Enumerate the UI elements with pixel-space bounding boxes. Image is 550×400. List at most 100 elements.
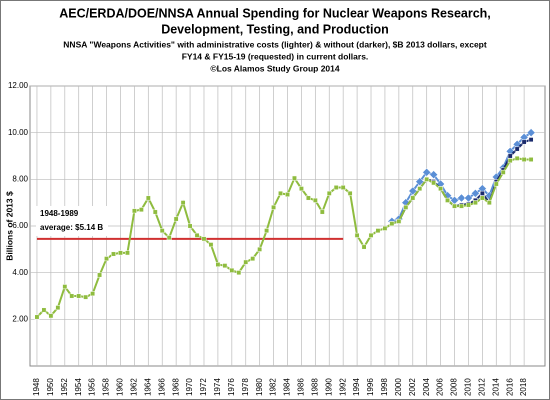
point (111, 251, 116, 257)
x-tick-label: 1976 (227, 378, 236, 396)
x-tick-label: 1986 (297, 378, 306, 396)
x-tick-label: 1984 (283, 378, 292, 396)
point (479, 190, 485, 196)
point (445, 197, 451, 203)
point (389, 221, 395, 227)
point (180, 200, 186, 206)
subtitle: ©Los Alamos Study Group 2014 (210, 63, 339, 73)
point (408, 186, 418, 196)
x-tick-label: 2006 (436, 378, 445, 396)
x-tick-label: 1954 (74, 378, 83, 396)
point (312, 197, 318, 203)
subtitle: FY14 & FY15-19 (requested) in current do… (182, 51, 369, 61)
x-tick-label: 2016 (505, 378, 514, 396)
point (431, 180, 437, 186)
point (319, 209, 325, 215)
point (465, 202, 471, 208)
x-tick-label: 2008 (450, 378, 459, 396)
point (361, 244, 367, 250)
point (514, 155, 520, 161)
point (507, 158, 513, 164)
point (396, 218, 402, 224)
x-tick-label: 2012 (477, 378, 486, 396)
point (159, 228, 165, 234)
point (222, 263, 228, 269)
x-tick-label: 2018 (519, 378, 528, 396)
x-tick-label: 2000 (394, 378, 403, 396)
point (208, 242, 214, 248)
point (375, 228, 381, 234)
point (410, 195, 416, 201)
point (83, 294, 89, 300)
point (62, 284, 68, 290)
x-tick-label: 1980 (255, 378, 264, 396)
point (471, 188, 480, 198)
x-tick-label: 1960 (116, 378, 125, 396)
x-tick-label: 1972 (199, 378, 208, 396)
point (347, 190, 353, 196)
point (215, 262, 221, 267)
point (285, 192, 290, 197)
point (528, 157, 534, 162)
y-tick-label: 6.00 (12, 221, 28, 230)
point (305, 195, 311, 201)
x-tick-label: 2010 (464, 378, 473, 396)
x-tick-label: 1978 (241, 378, 250, 396)
x-tick-label: 1962 (130, 378, 139, 396)
y-tick-label: 8.00 (12, 174, 28, 183)
point (236, 270, 242, 276)
point (403, 204, 409, 210)
x-tick-label: 1966 (157, 378, 166, 396)
point (479, 195, 485, 201)
point (187, 223, 193, 229)
x-tick-label: 1948 (32, 378, 41, 396)
x-tick-label: 1994 (352, 378, 361, 396)
point (507, 153, 513, 159)
y-tick-label: 12.00 (8, 81, 29, 90)
point (124, 250, 130, 256)
point (368, 232, 374, 238)
y-tick-label: 4.00 (12, 268, 28, 277)
point (90, 291, 96, 297)
annotation: 1948-1989 (40, 209, 79, 218)
point (417, 186, 423, 192)
point (452, 203, 457, 209)
point (326, 190, 332, 196)
x-tick-label: 2002 (408, 378, 417, 396)
x-tick-label: 2014 (491, 378, 500, 396)
point (229, 267, 235, 273)
point (271, 204, 277, 210)
chart-title: Development, Testing, and Production (161, 22, 389, 36)
chart-title: AEC/ERDA/DOE/NNSA Annual Spending for Nu… (59, 6, 491, 20)
point (493, 181, 499, 187)
x-tick-label: 1964 (143, 378, 152, 396)
point (41, 307, 47, 313)
x-tick-label: 1968 (171, 378, 180, 396)
point (340, 185, 346, 190)
point (243, 259, 249, 265)
point (257, 246, 263, 252)
point (422, 167, 432, 177)
point (278, 190, 283, 196)
point (521, 139, 527, 145)
point (424, 176, 430, 182)
point (459, 203, 464, 209)
y-axis-label: Billions of 2013 $ (4, 191, 14, 261)
x-tick-label: 1992 (338, 378, 347, 396)
y-tick-label: 10.00 (8, 128, 29, 137)
point (486, 200, 492, 206)
point (194, 232, 200, 238)
point (97, 272, 103, 278)
point (152, 209, 158, 215)
point (48, 313, 54, 319)
point (528, 137, 534, 143)
point (298, 186, 304, 192)
subtitle: NNSA "Weapons Activities" with administr… (63, 39, 487, 49)
x-tick-label: 1958 (102, 378, 111, 396)
annotation-box (36, 206, 108, 236)
point (250, 256, 256, 262)
point (166, 235, 172, 241)
x-tick-label: 1970 (185, 378, 194, 396)
point (145, 195, 151, 201)
